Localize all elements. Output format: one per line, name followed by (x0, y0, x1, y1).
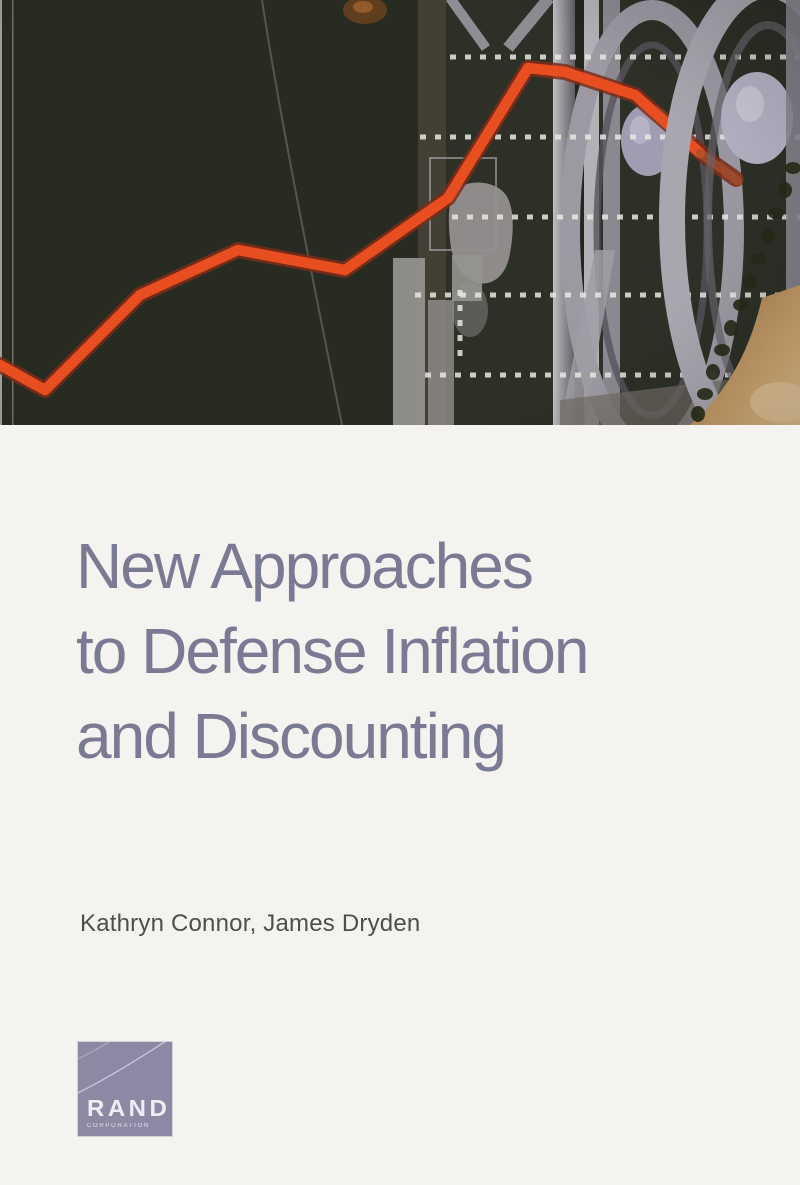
cover-photo (0, 0, 800, 425)
cover-photo-illustration (0, 0, 800, 425)
rand-logo: RAND CORPORATION (78, 1042, 172, 1136)
rand-subtitle: CORPORATION (87, 1123, 150, 1129)
title-line-2: to Defense Inflation (76, 615, 589, 687)
title-line-1: New Approaches (76, 530, 534, 602)
rand-logo-text: RAND CORPORATION (87, 1097, 170, 1129)
rand-wordmark: RAND (87, 1096, 171, 1122)
authors-line: Kathryn Connor, James Dryden (80, 910, 421, 937)
book-title: New Approaches to Defense Inflation and … (76, 524, 736, 779)
rand-logo-arcs (78, 1042, 166, 1094)
title-line-3: and Discounting (76, 700, 507, 772)
logo-arc-small (78, 1042, 111, 1060)
logo-arc (78, 1042, 166, 1094)
